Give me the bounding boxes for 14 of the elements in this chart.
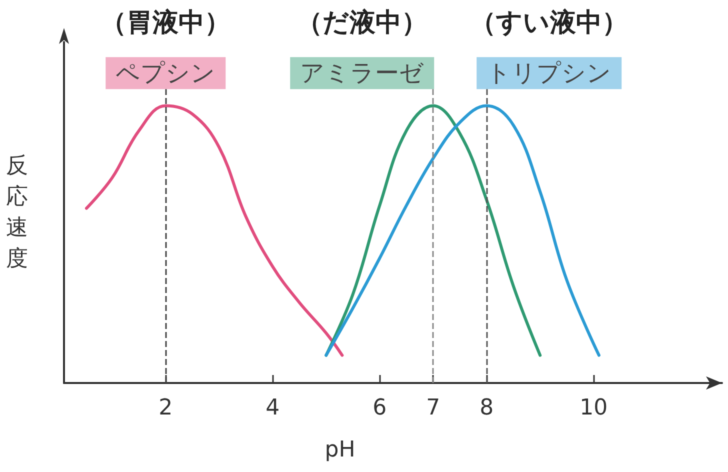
x-tick-label: 7 <box>426 396 440 420</box>
text: （胃液中） <box>100 8 231 38</box>
series-label: ペプシン <box>116 59 216 88</box>
x-tick-label: 6 <box>372 396 387 420</box>
x-axis-title: pH <box>324 438 356 462</box>
series-label: アミラーゼ <box>300 59 424 88</box>
series-label: トリプシン <box>486 59 612 88</box>
x-tick-label: 10 <box>580 396 608 420</box>
text: （だ液中） <box>296 8 428 38</box>
text: （すい液中） <box>470 8 628 38</box>
x-tick-label: 4 <box>266 396 280 420</box>
x-tick-label: 8 <box>480 396 494 420</box>
x-tick-label: 2 <box>158 396 173 420</box>
y-axis-title: 反応速度 <box>6 154 28 272</box>
